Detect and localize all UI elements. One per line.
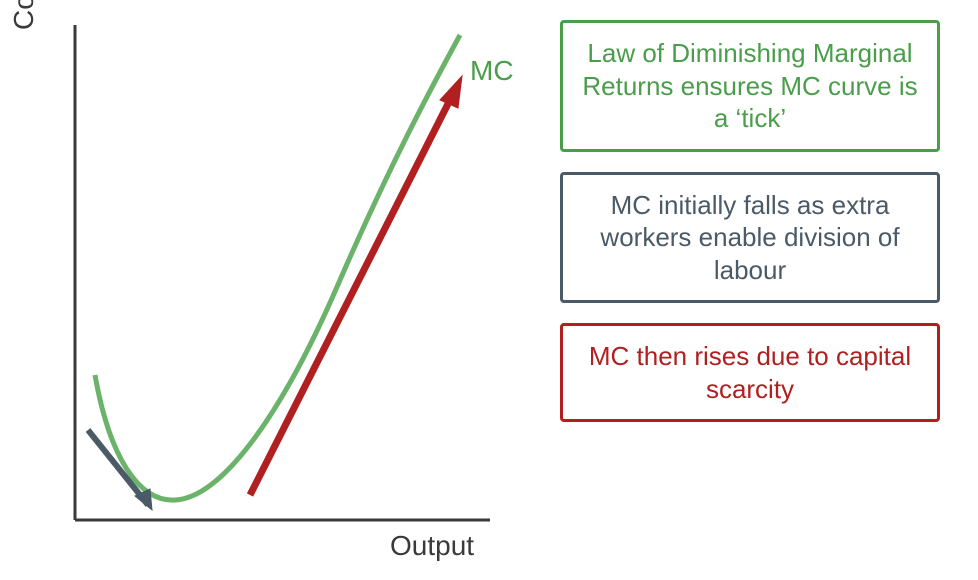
annotation-list: Law of Diminishing Marginal Returns ensu… xyxy=(560,0,960,580)
annotation-diminishing-returns: Law of Diminishing Marginal Returns ensu… xyxy=(560,20,940,152)
annotation-rises-capital-scarcity: MC then rises due to capital scarcity xyxy=(560,323,940,422)
annotation-text: MC initially falls as extra workers enab… xyxy=(600,190,899,285)
rising-arrow-head xyxy=(440,76,462,108)
annotation-text: Law of Diminishing Marginal Returns ensu… xyxy=(582,38,917,133)
chart-svg xyxy=(0,0,560,580)
rising-arrow-line xyxy=(250,90,455,495)
annotation-falls-division-labour: MC initially falls as extra workers enab… xyxy=(560,172,940,304)
mc-curve xyxy=(95,35,460,500)
mc-chart: Costs Output MC xyxy=(0,0,560,580)
annotation-text: MC then rises due to capital scarcity xyxy=(589,341,911,404)
